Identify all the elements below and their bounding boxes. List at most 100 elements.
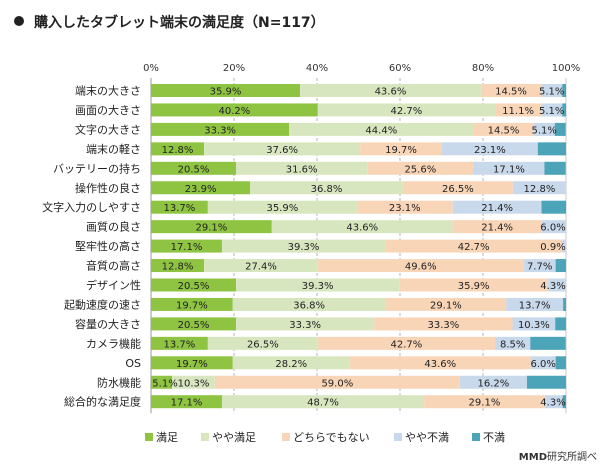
bar-segment (151, 142, 205, 156)
credit-brand: MMD (518, 452, 547, 463)
bar-segment (349, 356, 531, 370)
bar-segment (562, 84, 566, 97)
bar-segment (151, 181, 251, 195)
data-label: 12.8% (162, 262, 194, 273)
data-label: 25.6% (404, 164, 436, 175)
data-label: 19.7% (176, 300, 208, 311)
category-label: デザイン性 (86, 278, 141, 292)
bar-segment (424, 395, 545, 409)
data-label: 31.6% (286, 164, 318, 175)
data-label: 19.7% (176, 359, 208, 370)
bar-segment (563, 297, 566, 311)
bar-segment (541, 200, 566, 214)
x-tick-label: 60% (389, 63, 411, 74)
bar-segment (530, 336, 566, 350)
data-label: 28.2% (275, 359, 307, 370)
category-label: 端末の軽さ (86, 142, 141, 156)
data-label: 23.1% (474, 145, 506, 156)
category-label: 画質の良さ (86, 220, 141, 234)
bar-segment (374, 317, 513, 331)
data-label: 11.1% (502, 106, 534, 117)
category-label: 防水機能 (97, 375, 141, 389)
data-label: 27.4% (245, 262, 277, 273)
legend-swatch (472, 433, 480, 441)
data-label: 17.1% (493, 164, 525, 175)
data-label: 16.2% (477, 378, 509, 389)
bar-segment (151, 375, 173, 389)
data-label: 36.8% (293, 300, 325, 311)
data-label: 40.2% (219, 106, 251, 117)
bar-segment (544, 161, 566, 175)
x-tick-label: 100% (552, 63, 581, 74)
data-label: 10.3% (178, 378, 210, 389)
data-label: 43.6% (424, 359, 456, 370)
data-label: 23.1% (389, 203, 421, 214)
bar-segment (236, 278, 400, 292)
bar-segment (151, 200, 208, 214)
bar-segment (356, 200, 453, 214)
data-label: 43.6% (346, 223, 378, 234)
bar-segment (562, 239, 566, 253)
category-label: バッテリーの持ち (53, 161, 141, 175)
legend-label: やや満足 (212, 431, 256, 444)
data-label: 44.4% (365, 125, 397, 136)
source-credit: MMD研究所調べ (519, 448, 597, 463)
legend-label: 不満 (483, 431, 505, 444)
data-label: 5.1% (539, 106, 564, 117)
data-label: 35.9% (266, 203, 298, 214)
data-label: 23.9% (185, 184, 217, 195)
bar-segment (402, 181, 513, 195)
bar-segment (533, 122, 555, 136)
bar-segment (495, 103, 542, 117)
bar-segment (221, 239, 386, 253)
legend-label: どちらでもない (293, 431, 370, 444)
bar-segment (562, 103, 566, 117)
bar-segment (526, 375, 566, 389)
bar-segment (236, 161, 368, 175)
bar-segment (506, 297, 564, 311)
data-label: 43.6% (375, 87, 407, 98)
data-label: 5.1% (532, 125, 557, 136)
legend-swatch (145, 433, 153, 441)
bar-segment (530, 356, 556, 370)
legend-label: やや不満 (405, 431, 449, 444)
bar-segment (151, 356, 233, 370)
bar-segment (554, 122, 566, 136)
bar-segment (151, 278, 237, 292)
data-label: 20.5% (178, 164, 210, 175)
bar-segment (548, 278, 566, 292)
data-label: 13.7% (164, 203, 196, 214)
data-label: 42.7% (391, 106, 423, 117)
bar-segment (452, 200, 542, 214)
bar-segment (236, 317, 375, 331)
data-label: 8.5% (500, 339, 525, 350)
data-label: 29.1% (195, 223, 227, 234)
data-label: 5.1% (539, 87, 564, 98)
bar-segment (541, 84, 563, 97)
data-label: 21.4% (481, 203, 513, 214)
bar-segment (151, 220, 272, 234)
bar-segment (512, 181, 566, 195)
bar-segment (151, 103, 318, 117)
bar-segment (544, 395, 563, 409)
bar-segment (207, 200, 357, 214)
bar-segment (459, 375, 527, 389)
bar-segment (562, 395, 566, 409)
data-label: 13.7% (164, 339, 196, 350)
legend: 満足 やや満足 どちらでもない やや不満 不満 (145, 431, 505, 444)
bar-segment (541, 220, 566, 234)
bar-segment (250, 181, 403, 195)
bar-segment (317, 336, 496, 350)
data-label: 6.0% (540, 223, 565, 234)
bar-segment (221, 395, 425, 409)
bar-segment (360, 142, 442, 156)
data-label: 26.5% (247, 339, 279, 350)
category-label: 堅牢性の高さ (75, 239, 141, 253)
bar-segment (151, 317, 237, 331)
data-label: 59.0% (321, 378, 353, 389)
bar-segment (317, 103, 496, 117)
bar-segment (385, 239, 563, 253)
data-label: 6.0% (530, 359, 555, 370)
category-label: 操作性の良さ (75, 181, 141, 195)
